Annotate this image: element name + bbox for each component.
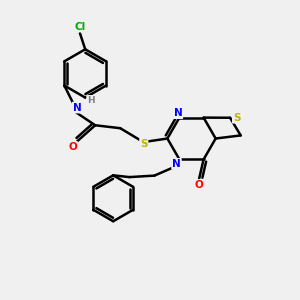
Text: O: O — [68, 142, 77, 152]
Text: O: O — [195, 180, 203, 190]
Text: N: N — [174, 108, 182, 118]
Text: Cl: Cl — [74, 22, 86, 32]
Text: N: N — [73, 103, 81, 112]
Text: N: N — [172, 159, 181, 169]
Text: S: S — [140, 139, 148, 149]
Text: S: S — [233, 113, 240, 123]
Text: H: H — [87, 96, 94, 105]
